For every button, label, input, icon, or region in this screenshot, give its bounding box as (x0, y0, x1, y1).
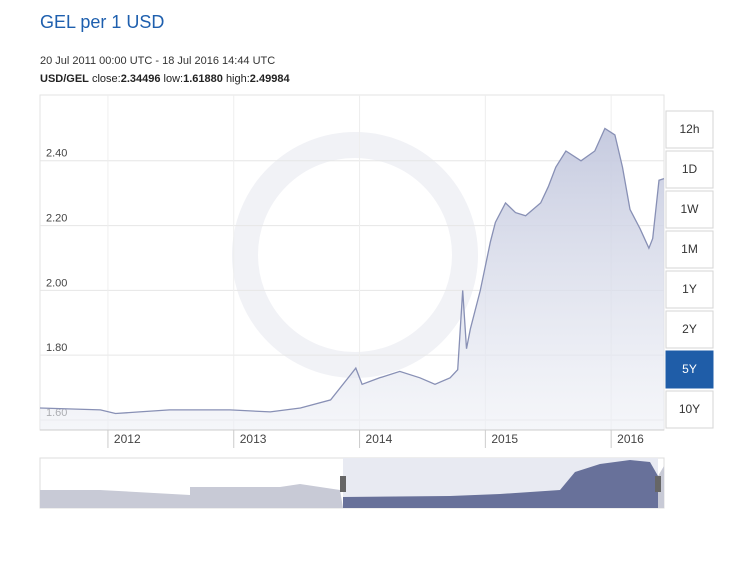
range-button-box (665, 270, 714, 309)
range-button-label: 12h (679, 122, 699, 136)
range-button-label: 1M (681, 242, 698, 256)
range-button[interactable]: 1D (665, 150, 714, 189)
x-tick-label: 2014 (366, 432, 393, 446)
range-button-label: 10Y (679, 402, 700, 416)
range-button-label: 1W (681, 202, 700, 216)
low-label: low: (164, 73, 184, 85)
navigator-handle[interactable] (340, 476, 346, 492)
navigator-handle[interactable] (655, 476, 661, 492)
range-button[interactable]: 1M (665, 230, 714, 269)
x-tick-label: 2016 (617, 432, 644, 446)
range-button-label: 1D (682, 162, 698, 176)
x-axis-ticks: 2012 2013 2014 2015 2016 (107, 430, 644, 448)
stats: USD/GEL close:2.34496 low:1.61880 high:2… (40, 73, 290, 85)
area-fill (40, 128, 664, 430)
range-button-label: 5Y (682, 362, 697, 376)
y-tick-label: 2.20 (46, 212, 67, 224)
range-button[interactable]: 1Y (665, 270, 714, 309)
pair: USD/GEL (40, 73, 89, 85)
date-range: 20 Jul 2011 00:00 UTC - 18 Jul 2016 14:4… (40, 55, 275, 67)
range-button[interactable]: 12h (665, 110, 714, 149)
title: GEL per 1 USD (40, 12, 164, 32)
x-axis-band (40, 430, 664, 450)
y-tick-label: 2.40 (46, 148, 67, 160)
range-button[interactable]: 1W (665, 190, 714, 229)
x-tick-label: 2015 (491, 432, 518, 446)
range-button[interactable]: 2Y (665, 310, 714, 349)
range-button[interactable]: 10Y (665, 390, 714, 429)
low: 1.61880 (183, 73, 223, 85)
range-button-box (665, 230, 714, 269)
range-button-label: 1Y (682, 282, 697, 296)
high-label: high: (226, 73, 250, 85)
range-button-box (665, 350, 714, 389)
watermark (232, 132, 478, 378)
range-button[interactable]: 5Y (665, 350, 714, 389)
range-button-box (665, 150, 714, 189)
navigator-selected-series (343, 460, 658, 508)
close: 2.34496 (121, 73, 161, 85)
range-button-box (665, 190, 714, 229)
navigator-history (40, 484, 343, 508)
series-line (39, 127, 665, 415)
y-tick-label: 2.00 (46, 277, 67, 289)
range-button-box (665, 390, 714, 429)
range-button-label: 2Y (682, 322, 697, 336)
range-button-box (665, 310, 714, 349)
range-button-box (665, 110, 714, 149)
y-tick-label: 1.80 (46, 342, 67, 354)
close-label: close: (92, 73, 121, 85)
high: 2.49984 (250, 73, 291, 85)
x-tick-label: 2012 (114, 432, 141, 446)
x-tick-label: 2013 (240, 432, 267, 446)
